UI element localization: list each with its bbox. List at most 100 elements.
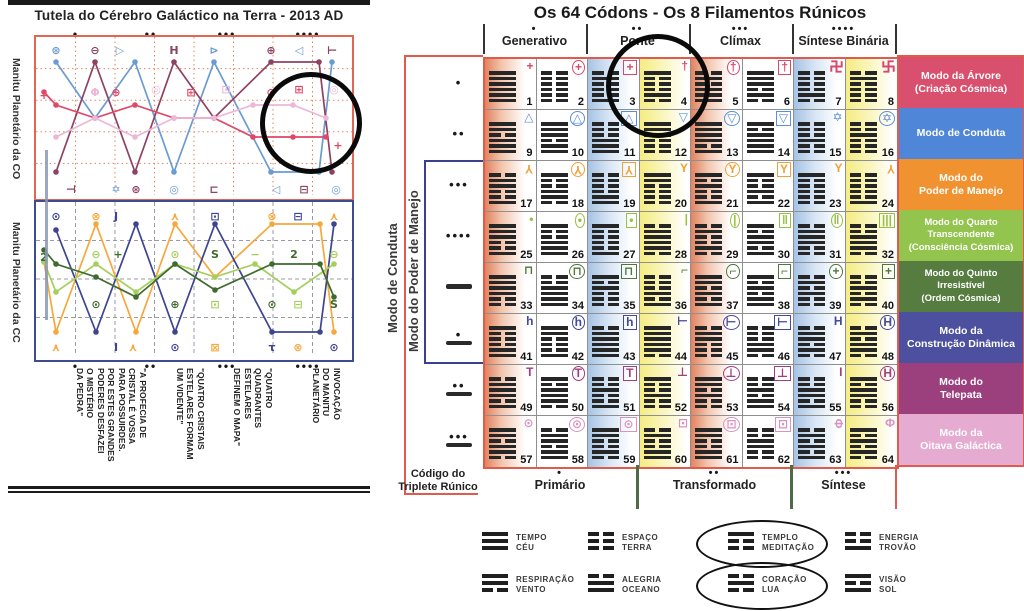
hexagram-line — [849, 246, 877, 250]
codon-number: 34 — [571, 300, 584, 312]
codon-cell-41: h 41 — [485, 314, 537, 365]
hexagram-line — [540, 342, 568, 346]
trigram-icon — [482, 532, 508, 553]
marker-dots: • — [455, 326, 463, 342]
trigram-line — [588, 546, 614, 550]
hexagram-line — [798, 98, 825, 102]
codon-cell-44: ⊢ 44 — [639, 314, 691, 365]
legend-label-bottom: VENTO — [516, 584, 546, 594]
trigram-line — [845, 532, 871, 536]
hexagram-line — [643, 144, 671, 148]
bottom-group-primário: • Primário — [483, 468, 637, 493]
svg-text:⊙: ⊙ — [267, 298, 276, 311]
codon-cell-1: +1 — [485, 59, 537, 110]
hexagram-line — [798, 149, 825, 153]
hexagram — [746, 224, 774, 257]
marker-bar — [446, 284, 472, 289]
column-group-dots: •• — [631, 23, 644, 35]
hexagram-line — [489, 184, 516, 188]
hexagram-line — [592, 240, 619, 244]
hexagram — [746, 326, 774, 359]
hexagram — [643, 275, 671, 308]
trigram-line — [728, 588, 754, 592]
svg-text:Φ: Φ — [90, 86, 99, 99]
hexagram-line — [643, 326, 671, 330]
legend-ellipse — [696, 562, 828, 610]
trigram-line — [588, 581, 614, 585]
codon-number: 24 — [881, 198, 894, 210]
hexagram-line — [798, 433, 825, 437]
trigram-line — [482, 588, 508, 592]
codon-cell-20: Y 20 — [639, 161, 691, 212]
hexagram-line — [695, 200, 722, 204]
hexagram-line — [695, 127, 722, 131]
hexagram-line — [798, 82, 825, 86]
hexagram-line — [798, 297, 825, 301]
hexagram-line — [643, 280, 671, 284]
bottom-group-dots: ••• — [834, 467, 853, 479]
hexagram-line — [540, 382, 568, 386]
rune-icon: ⊢ — [774, 315, 791, 330]
codon-number: 31 — [829, 249, 842, 261]
hexagram — [489, 275, 516, 308]
hexagram-line — [540, 337, 568, 341]
mode-label-line: Modo da Árvore — [921, 70, 1001, 82]
hexagram-line — [849, 275, 877, 279]
header-tick — [792, 24, 794, 54]
hexagram-line — [489, 127, 516, 131]
hexagram-line — [489, 348, 516, 352]
codon-number: 63 — [829, 454, 842, 466]
mode-label-line: Modo da — [939, 427, 983, 439]
column-group-label: Síntese Binária — [798, 34, 889, 48]
marker-dots: •••• — [445, 228, 473, 243]
rune-icon: ⊙ — [523, 416, 534, 430]
codon-cell-57: ⊙ 57 — [485, 416, 537, 467]
rune-icon: ⊡ — [677, 416, 688, 430]
hexagram-line — [746, 337, 774, 341]
hexagram-line — [643, 275, 671, 279]
rune-icon: • — [626, 213, 637, 228]
rune-icon — [829, 60, 843, 76]
svg-text:S: S — [330, 298, 338, 311]
hexagram-line — [592, 348, 619, 352]
hexagram-line — [849, 98, 877, 102]
hexagram-line — [746, 450, 774, 454]
hexagram-line — [540, 71, 568, 75]
hexagram-line — [489, 331, 516, 335]
hexagram-line — [849, 331, 877, 335]
trigram-line — [482, 581, 508, 585]
bottom-group-dots: •• — [708, 467, 721, 479]
hexagram-line — [798, 280, 825, 284]
hexagram-line — [798, 235, 825, 239]
mode-label-4: Modo do Quarto Transcendente (Consciência … — [899, 210, 1023, 261]
hexagram-line — [798, 138, 825, 142]
hexagram — [849, 275, 877, 308]
codon-cell-59: ⊙ 59 — [588, 416, 640, 467]
mode-label-6: Modo da Construção Dinâmica — [899, 312, 1023, 363]
hexagram — [540, 71, 568, 104]
legend-label-bottom: MEDITAÇÃO — [762, 542, 815, 552]
codon-cell-6: † 6 — [742, 59, 794, 110]
quote-line: INVOCAÇÃO — [332, 368, 342, 420]
hexagram — [592, 428, 619, 461]
right-panel-title: Os 64 Códons - Os 8 Filamentos Rúnicos — [533, 3, 867, 22]
hexagram-line — [643, 337, 671, 341]
hexagram-line — [643, 195, 671, 199]
hexagram-line — [592, 184, 619, 188]
hexagram-line — [489, 229, 516, 233]
hexagram — [643, 377, 671, 410]
codon-cell-22: Y 22 — [742, 161, 794, 212]
codon-cell-28: | 28 — [639, 212, 691, 263]
triplet-code-line1: Código do — [410, 468, 466, 480]
hexagram-line — [489, 133, 516, 137]
legend-label: ENERGIA TROVÃO — [879, 533, 919, 553]
dot-marker: •••• — [295, 359, 321, 373]
quote-line: ESTELARES — [243, 368, 253, 420]
hexagram — [746, 377, 774, 410]
mode-label-line: Modo do — [939, 376, 983, 388]
codon-number: 17 — [520, 198, 533, 210]
hexagram-line — [746, 246, 774, 250]
hexagram-line — [849, 195, 877, 199]
hexagram-line — [592, 444, 619, 448]
trigram-icon — [728, 532, 754, 553]
